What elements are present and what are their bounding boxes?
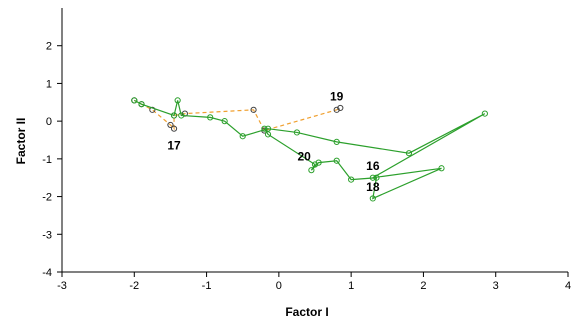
x-tick-label: 4 <box>565 280 571 292</box>
data-point <box>178 112 185 119</box>
data-point <box>337 104 344 112</box>
data-point <box>293 129 301 136</box>
point-annotation: 17 <box>167 138 181 152</box>
y-tick-label: -2 <box>42 192 52 204</box>
data-point <box>308 167 315 174</box>
annotation-layer: 19 17 20 16 18 <box>167 89 379 194</box>
x-axis-title: Factor I <box>285 305 328 319</box>
x-tick-label: -2 <box>129 280 139 292</box>
data-point <box>221 118 228 125</box>
data-point <box>333 157 340 164</box>
data-point <box>438 165 445 172</box>
data-point <box>311 161 319 168</box>
point-annotation: 16 <box>366 159 380 173</box>
data-point <box>138 101 145 108</box>
point-annotation: 20 <box>297 150 311 164</box>
series-layer <box>131 97 488 202</box>
y-tick-label: -4 <box>42 267 52 279</box>
y-tick-label: 2 <box>46 41 52 53</box>
x-tick-label: 1 <box>348 280 354 292</box>
point-annotation: 19 <box>330 89 344 103</box>
data-point <box>261 125 268 132</box>
data-point <box>239 133 246 140</box>
point-annotation: 18 <box>366 180 380 194</box>
y-axis-title: Factor II <box>14 118 28 165</box>
y-tick-label: 1 <box>46 78 52 90</box>
data-point <box>315 159 322 166</box>
series-line-0 <box>134 99 341 132</box>
y-tick-label: -3 <box>42 229 52 241</box>
data-point <box>167 121 174 129</box>
data-point <box>174 97 181 104</box>
data-point <box>333 138 340 145</box>
data-point <box>405 150 413 157</box>
data-point <box>149 106 156 113</box>
x-tick-label: -3 <box>57 280 67 292</box>
data-point <box>170 125 178 132</box>
y-tick-label: 0 <box>46 116 52 128</box>
x-tick-label: 0 <box>276 280 282 292</box>
data-point <box>170 112 178 119</box>
data-point <box>250 106 257 113</box>
y-tick-label: -1 <box>42 154 52 166</box>
x-tick-label: -1 <box>202 280 212 292</box>
data-point <box>348 176 355 183</box>
data-point <box>264 131 272 138</box>
data-point <box>373 174 380 181</box>
x-tick-label: 2 <box>420 280 426 292</box>
data-point <box>369 195 376 202</box>
plot-area: -4 -3 -2 -1 0 1 2 -3 -2 -1 0 1 2 3 4 <box>42 8 571 292</box>
data-point <box>481 110 488 117</box>
data-point <box>369 174 376 181</box>
x-tick-label: 3 <box>493 280 499 292</box>
data-point <box>207 114 214 121</box>
data-point <box>131 97 138 104</box>
data-point <box>333 106 340 113</box>
